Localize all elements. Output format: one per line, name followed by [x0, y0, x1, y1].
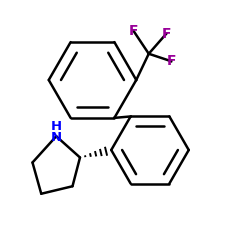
- Text: F: F: [166, 54, 176, 68]
- Text: F: F: [129, 24, 138, 38]
- Text: F: F: [162, 27, 171, 41]
- Text: H: H: [51, 120, 62, 133]
- Text: N: N: [51, 131, 62, 144]
